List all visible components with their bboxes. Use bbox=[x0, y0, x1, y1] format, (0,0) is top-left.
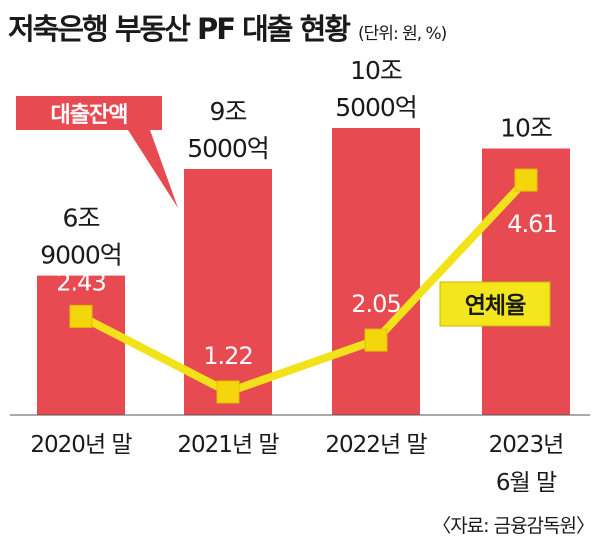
line-point-marker bbox=[514, 168, 538, 192]
line-point-marker bbox=[216, 380, 240, 404]
source-note: 〈자료: 금융감독원〉 bbox=[432, 515, 595, 537]
x-tick-label: 2020년 말 bbox=[30, 432, 132, 458]
line-value-label: 2.43 bbox=[56, 268, 105, 296]
line-value-label: 2.05 bbox=[351, 290, 400, 318]
bar-series-callout bbox=[16, 96, 178, 208]
bar bbox=[332, 128, 420, 415]
bar-value-label: 9조 bbox=[210, 97, 247, 126]
bar-value-label: 6조 bbox=[63, 204, 100, 233]
line-value-label: 1.22 bbox=[203, 342, 252, 370]
bar-series-label: 대출잔액 bbox=[51, 103, 128, 128]
x-tick-label: 6월 말 bbox=[496, 470, 557, 496]
line-point-marker bbox=[364, 328, 388, 352]
x-tick-label: 2022년 말 bbox=[325, 432, 427, 458]
line-series-path bbox=[79, 177, 529, 396]
unit-note: (단위: 원, %) bbox=[358, 24, 447, 44]
line-series-label-box bbox=[439, 281, 551, 327]
line-series-label: 연체율 bbox=[465, 293, 526, 319]
bar-value-label: 10조 bbox=[500, 114, 552, 143]
title-row: 저축은행 부동산 PF 대출 현황 (단위: 원, %) bbox=[8, 6, 447, 48]
chart-title: 저축은행 부동산 PF 대출 현황 bbox=[8, 12, 351, 46]
x-tick-label: 2021년 말 bbox=[177, 432, 279, 458]
line-value-label: 4.61 bbox=[507, 210, 556, 238]
bar-value-label: 10조 bbox=[350, 56, 402, 85]
line-point-marker bbox=[69, 304, 93, 328]
x-tick-label: 2023년 bbox=[489, 432, 564, 458]
bar bbox=[37, 275, 125, 415]
bar-value-label: 9000억 bbox=[40, 241, 122, 270]
bar-value-label: 5000억 bbox=[335, 93, 417, 122]
bar-value-label: 5000억 bbox=[187, 134, 269, 163]
